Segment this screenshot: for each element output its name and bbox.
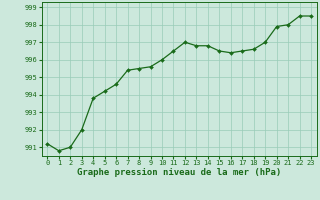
X-axis label: Graphe pression niveau de la mer (hPa): Graphe pression niveau de la mer (hPa) — [77, 168, 281, 177]
